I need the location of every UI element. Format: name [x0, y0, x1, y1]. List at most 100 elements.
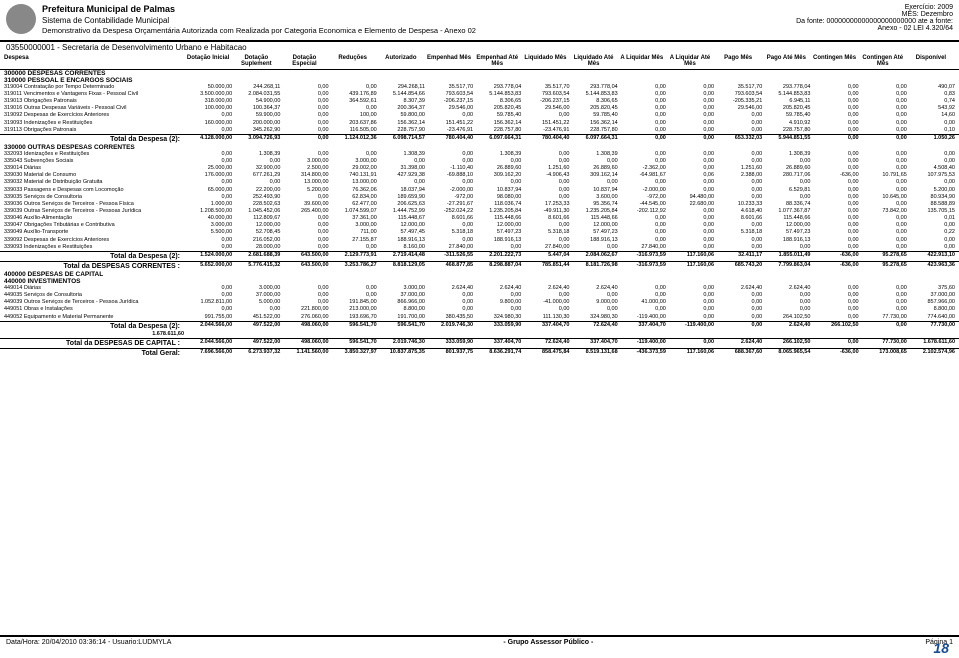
cell: 5.776.415,32: [232, 262, 280, 271]
cell: 27.155,87: [329, 237, 377, 244]
cell: 151.451,22: [425, 120, 473, 127]
cell: 596.541,70: [329, 322, 377, 331]
cell: 156.362,14: [473, 120, 521, 127]
table-row: 339046 Auxílio-Alimentação40.000,00112.8…: [0, 215, 959, 222]
cell: 5.000,00: [232, 299, 280, 306]
cell: 2.624,40: [473, 285, 521, 292]
cell: 0,00: [521, 151, 569, 158]
cell: 29.546,00: [425, 105, 473, 112]
row-label: Total da Despesa (2):: [4, 135, 184, 144]
cell: 0,00: [810, 105, 858, 112]
cell: 266.102,50: [810, 322, 858, 331]
cell: 0,00: [329, 105, 377, 112]
cell: 0,00: [666, 339, 714, 348]
cell: 0,00: [666, 222, 714, 229]
cell: 9.800,00: [473, 299, 521, 306]
cell: 0,00: [810, 187, 858, 194]
table-row: 339014 Diárias25.000,0032.900,002.500,00…: [0, 165, 959, 172]
table-row: 339033 Passagens e Despesas com Locomoçã…: [0, 187, 959, 194]
table-row: Total da Despesa (2):2.044.566,00497.522…: [0, 321, 959, 338]
row-label: 449052 Equipamento e Material Permanente: [4, 314, 184, 321]
cell: 10.837,94: [570, 187, 618, 194]
cell: 203.637,86: [329, 120, 377, 127]
row-label: 319092 Despesas de Exercícios Anteriores: [4, 112, 184, 119]
cell: 156.362,14: [570, 120, 618, 127]
cell: 596.541,70: [329, 339, 377, 348]
cell: -316.973,59: [618, 262, 666, 271]
col-header: Dotação Inicial: [184, 55, 232, 67]
cell: 309.162,20: [473, 172, 521, 179]
cell: 0,00: [618, 135, 666, 144]
cell: 5.318,18: [714, 229, 762, 236]
cell: 0,00: [810, 120, 858, 127]
cell: -311.526,55: [425, 252, 473, 261]
table-row: 339032 Material de Distribuição Gratuita…: [0, 179, 959, 186]
cell: 293.778,04: [570, 84, 618, 91]
cell: 35.517,70: [521, 84, 569, 91]
cell: 0,00: [666, 314, 714, 321]
cell: 5.500,00: [184, 229, 232, 236]
cell: 39.600,00: [280, 201, 328, 208]
row-label: 449039 Outros Serviços de Terceiros - Pe…: [4, 299, 184, 306]
cell: 1.678.611,60: [907, 339, 955, 348]
col-header: A Liquidar Até Mês: [666, 55, 714, 67]
cell: 0,00: [666, 158, 714, 165]
cell: -69.888,10: [425, 172, 473, 179]
cell: 1.308,39: [570, 151, 618, 158]
cell: 801.937,75: [425, 349, 473, 358]
cell: 18.037,94: [377, 187, 425, 194]
cell: -206.237,15: [425, 98, 473, 105]
cell: 12.000,00: [570, 222, 618, 229]
col-header: Autorizado: [377, 55, 425, 67]
cell: 77.730,00: [859, 314, 907, 321]
cell: 26.889,60: [762, 165, 810, 172]
cell: 107.975,53: [907, 172, 955, 179]
cell: 0,00: [666, 120, 714, 127]
cell: 0,00: [907, 244, 955, 251]
cell: 0,00: [184, 194, 232, 201]
cell: 0,00: [666, 187, 714, 194]
cell: 0,00: [859, 105, 907, 112]
cell: 0,00: [473, 244, 521, 251]
cell: 112.809,67: [232, 215, 280, 222]
col-header: Empenhad Até Mês: [473, 55, 521, 67]
cell: 35.517,70: [714, 84, 762, 91]
cell: 0,00: [618, 158, 666, 165]
cell: 0,00: [714, 112, 762, 119]
group-header: 440000 INVESTIMENTOS: [0, 278, 959, 285]
cell: 62.477,00: [329, 201, 377, 208]
cell: 1.077.367,87: [762, 208, 810, 215]
cell: 5.144.853,83: [762, 91, 810, 98]
cell: 0,00: [666, 105, 714, 112]
cell: 12.000,00: [762, 222, 810, 229]
cell: 2.624,40: [714, 285, 762, 292]
cell: 0,00: [280, 194, 328, 201]
cell: 3.253.786,27: [329, 262, 377, 271]
cell: 10.837,94: [473, 187, 521, 194]
cell: 0,00: [810, 208, 858, 215]
col-header: Pago Até Mês: [762, 55, 810, 67]
row-label: Total da DESPESAS DE CAPITAL :: [4, 339, 184, 348]
cell: 0,00: [329, 151, 377, 158]
cell: 0,00: [618, 112, 666, 119]
table-row: 319113 Obrigações Patronais0,00345.262,9…: [0, 127, 959, 134]
cell: 54.900,00: [232, 98, 280, 105]
cell: 5.200,00: [280, 187, 328, 194]
cell: 65.000,00: [184, 187, 232, 194]
cell: 265.400,00: [280, 208, 328, 215]
row-label: 332093 Idenizações e Restituições: [4, 151, 184, 158]
cell: 94.480,00: [666, 194, 714, 201]
col-header: Pago Mês: [714, 55, 762, 67]
cell: -44.545,00: [618, 201, 666, 208]
cell: 276.060,00: [280, 314, 328, 321]
cell: 0,00: [859, 306, 907, 313]
cell: 228.502,63: [232, 201, 280, 208]
cell: 685.743,20: [714, 262, 762, 271]
cell: 57.497,45: [377, 229, 425, 236]
cell: 0,74: [907, 98, 955, 105]
cell: 0,00: [473, 306, 521, 313]
cell: 7.799.863,04: [762, 262, 810, 271]
cell: 0,00: [521, 194, 569, 201]
cell: 380.435,50: [425, 314, 473, 321]
cell: 1.074.599,07: [329, 208, 377, 215]
